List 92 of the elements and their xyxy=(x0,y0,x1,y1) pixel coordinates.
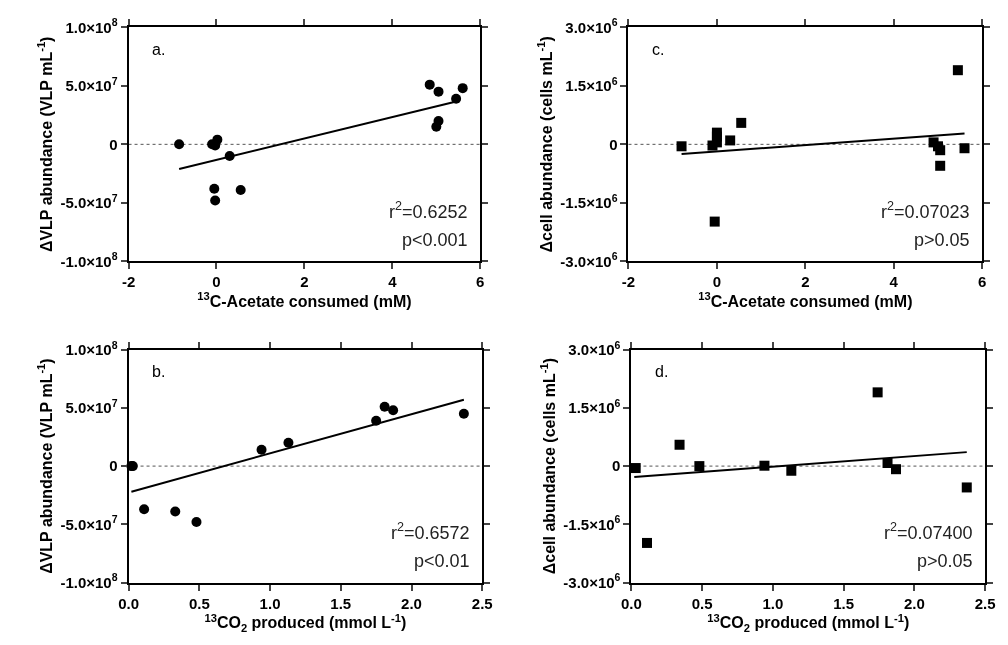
y-tick-label: -3.0×10$^{6}$ xyxy=(563,571,621,591)
point xyxy=(642,537,653,548)
y-tick-label: 0 xyxy=(109,457,118,475)
annotation: r$^{2}$=0.07023 xyxy=(881,199,970,222)
y-tick-label: 1.5×10$^{6}$ xyxy=(568,396,621,417)
point xyxy=(424,79,435,90)
y-tick-label: -3.0×10$^{6}$ xyxy=(560,250,618,270)
x-axis-title: $^{13}$CO$_{2}$ produced (mmol L$^{-1}$) xyxy=(204,611,407,634)
y-tick-label: -5.0×10$^{7}$ xyxy=(60,513,118,533)
x-tick-label: 2.0 xyxy=(401,594,422,612)
point xyxy=(694,461,705,472)
annotation: r$^{2}$=0.6572 xyxy=(391,520,470,543)
x-tick-label: 6 xyxy=(476,273,485,291)
point xyxy=(676,141,687,152)
point xyxy=(139,504,150,515)
point xyxy=(191,517,202,527)
point xyxy=(630,463,641,474)
point xyxy=(674,439,685,450)
y-tick-label: 0 xyxy=(612,457,621,475)
point xyxy=(209,183,220,194)
x-tick-label: 0 xyxy=(212,273,221,291)
y-tick-label: -1.0×10$^{8}$ xyxy=(60,250,118,270)
point xyxy=(935,160,946,171)
annotation: p<0.01 xyxy=(414,551,470,571)
x-tick-label: 0.0 xyxy=(621,594,642,612)
point xyxy=(431,121,442,132)
x-tick-label: -2 xyxy=(121,273,136,291)
point xyxy=(212,134,223,145)
annotation: a. xyxy=(152,41,166,58)
point xyxy=(952,65,963,76)
annotation: d. xyxy=(655,363,669,380)
point xyxy=(457,83,468,94)
point xyxy=(458,408,469,419)
y-tick-label: 1.5×10$^{6}$ xyxy=(565,74,618,95)
point xyxy=(170,506,181,517)
x-axis-title: $^{13}$C-Acetate consumed (mM) xyxy=(698,290,913,311)
x-tick-label: 4 xyxy=(889,273,899,291)
y-tick-label: -5.0×10$^{7}$ xyxy=(60,191,118,212)
annotation: p<0.001 xyxy=(402,230,468,250)
x-tick-label: 2.5 xyxy=(974,594,996,612)
point xyxy=(959,143,970,154)
point xyxy=(235,185,246,195)
point xyxy=(711,137,722,148)
y-tick-label: 1.0×10$^{8}$ xyxy=(65,16,118,36)
annotation: r$^{2}$=0.6252 xyxy=(389,199,468,222)
point xyxy=(379,401,390,412)
point xyxy=(174,139,185,150)
point xyxy=(256,444,267,455)
x-tick-label: 6 xyxy=(978,273,987,291)
annotation: b. xyxy=(152,363,166,380)
x-tick-label: 0.0 xyxy=(118,594,139,612)
y-tick-label: 1.0×10$^{8}$ xyxy=(65,338,118,358)
y-tick-label: 3.0×10$^{6}$ xyxy=(568,338,621,358)
annotation: p>0.05 xyxy=(917,551,973,571)
x-tick-label: 2.0 xyxy=(903,594,925,612)
x-tick-label: 0.5 xyxy=(691,594,713,612)
y-tick-label: 0 xyxy=(609,135,618,153)
point xyxy=(433,86,444,97)
y-tick-label: -1.5×10$^{6}$ xyxy=(563,513,621,533)
y-tick-label: -1.5×10$^{6}$ xyxy=(560,191,618,212)
point xyxy=(961,482,972,493)
x-tick-label: 4 xyxy=(388,273,398,291)
point xyxy=(388,405,399,416)
point xyxy=(709,216,720,227)
point xyxy=(725,135,736,146)
x-tick-label: 2 xyxy=(801,273,810,291)
y-tick-label: -1.0×10$^{8}$ xyxy=(60,571,118,591)
y-tick-label: 5.0×10$^{7}$ xyxy=(65,396,118,417)
x-tick-label: 0 xyxy=(712,273,722,291)
point xyxy=(736,117,747,128)
annotation: c. xyxy=(652,41,665,58)
y-tick-label: 0 xyxy=(109,135,118,153)
x-tick-label: 1.5 xyxy=(833,594,855,612)
x-axis-title: $^{13}$CO$_{2}$ produced (mmol L$^{-1}$) xyxy=(707,611,910,634)
x-tick-label: -2 xyxy=(621,273,636,291)
point xyxy=(891,464,902,475)
x-axis-title: $^{13}$C-Acetate consumed (mM) xyxy=(197,290,412,311)
point xyxy=(283,437,294,448)
annotation: r$^{2}$=0.07400 xyxy=(884,520,973,543)
point xyxy=(872,387,883,398)
point xyxy=(786,465,797,476)
y-tick-label: 3.0×10$^{6}$ xyxy=(565,16,618,36)
point xyxy=(935,145,946,156)
x-tick-label: 1.0 xyxy=(762,594,784,612)
x-tick-label: 2 xyxy=(300,273,309,291)
x-tick-label: 0.5 xyxy=(188,594,210,612)
point xyxy=(210,195,221,206)
y-tick-label: 5.0×10$^{7}$ xyxy=(65,74,118,95)
x-tick-label: 2.5 xyxy=(471,594,493,612)
x-tick-label: 1.5 xyxy=(330,594,352,612)
annotation: p>0.05 xyxy=(914,230,970,250)
x-tick-label: 1.0 xyxy=(259,594,281,612)
